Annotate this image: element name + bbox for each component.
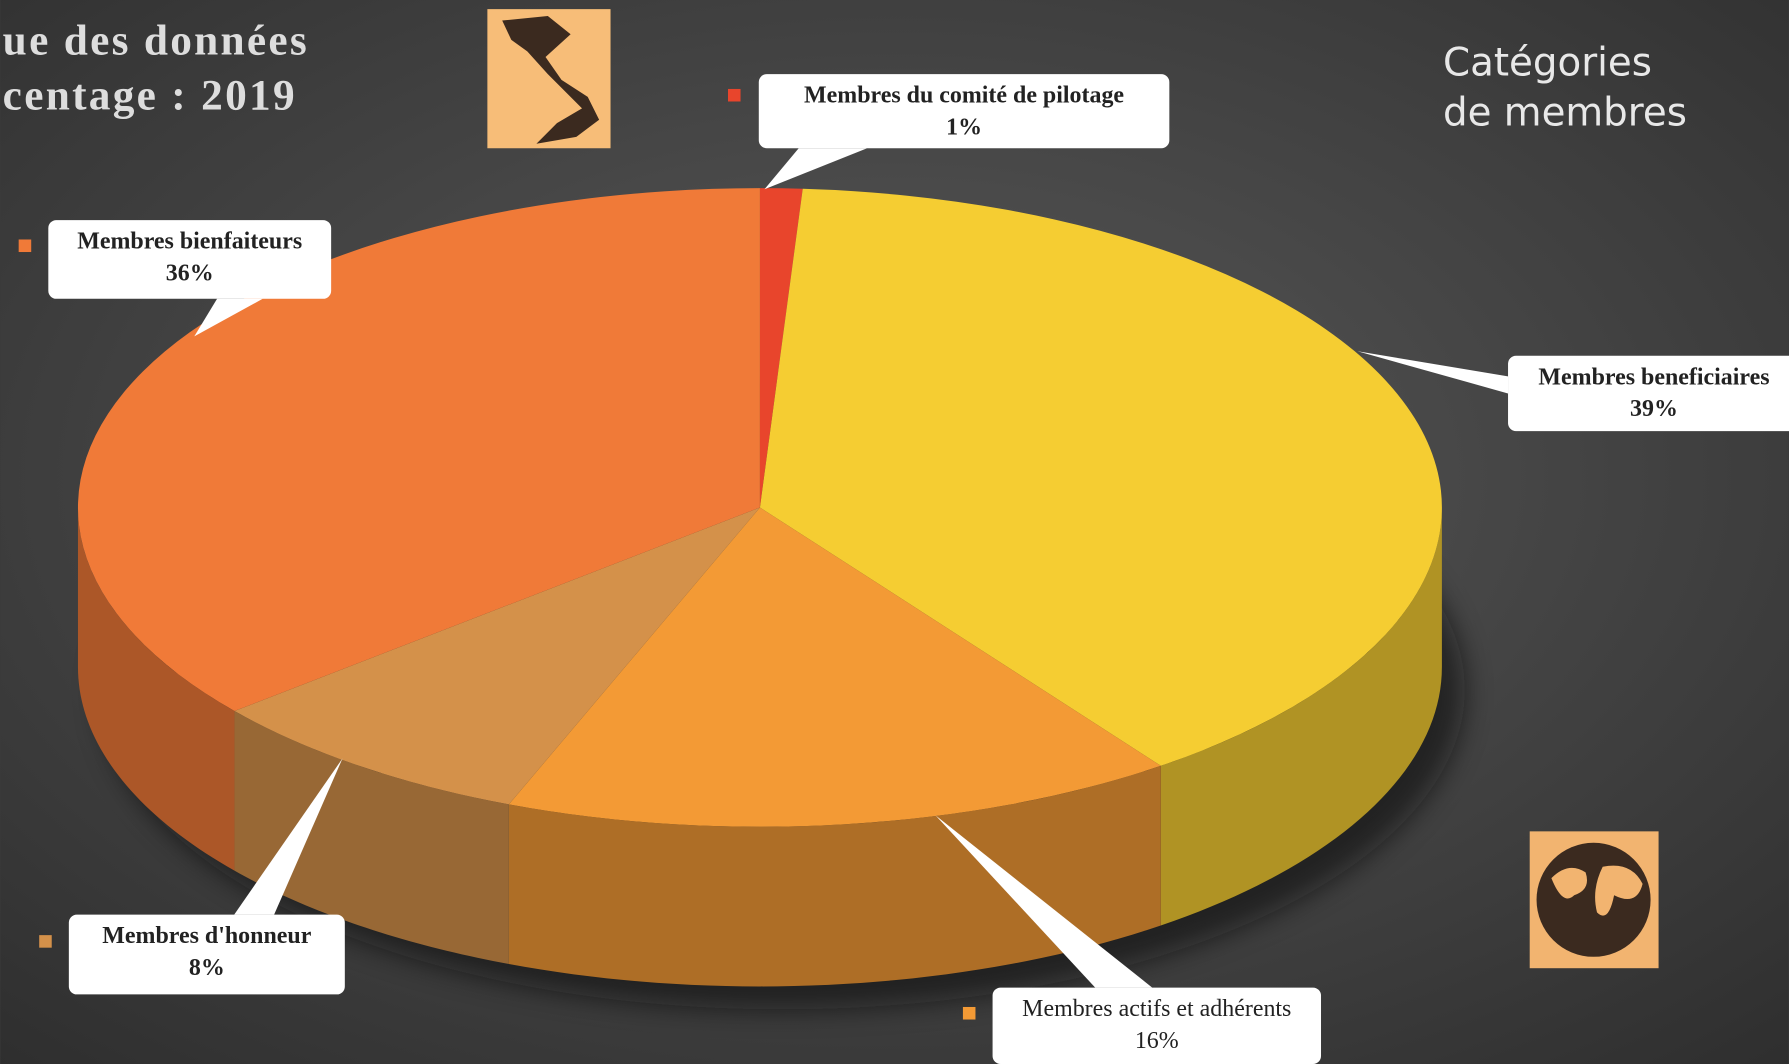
data-label-value: 1% xyxy=(946,115,982,141)
legend-marker xyxy=(39,935,52,948)
data-label-box xyxy=(992,987,1322,1064)
legend-title: de membres xyxy=(1443,90,1687,135)
data-label-box xyxy=(758,74,1170,149)
globe-icon xyxy=(1529,831,1659,969)
leader-line xyxy=(194,298,263,337)
chart-title: ue des données xyxy=(3,17,309,65)
pie-side xyxy=(1160,507,1442,926)
legend-title: Catégories xyxy=(1443,40,1652,85)
leader-line xyxy=(234,758,343,915)
leader-line xyxy=(1357,351,1509,394)
data-label-name: Membres actifs et adhérents xyxy=(1022,996,1291,1022)
pie-slice xyxy=(759,188,1442,766)
map-icon xyxy=(487,9,611,149)
legend-marker xyxy=(18,239,32,253)
data-label-value: 36% xyxy=(166,261,214,287)
data-label-value: 39% xyxy=(1630,396,1678,422)
data-label-box xyxy=(48,220,332,299)
pie-side xyxy=(77,507,235,871)
pie-slice xyxy=(508,507,1161,827)
data-label-value: 8% xyxy=(189,955,225,981)
data-label-name: Membres bienfaiteurs xyxy=(77,229,302,255)
pie-slice xyxy=(759,188,803,508)
data-label-name: Membres d'honneur xyxy=(102,923,311,949)
data-label-name: Membres du comité de pilotage xyxy=(804,83,1124,109)
data-label-value: 16% xyxy=(1135,1028,1179,1054)
data-label-name: Membres beneficiaires xyxy=(1538,364,1769,390)
legend-marker xyxy=(728,88,741,102)
pie-slice xyxy=(234,507,760,805)
data-label-box xyxy=(1508,355,1789,432)
data-label-box xyxy=(68,914,345,995)
pie-slice xyxy=(77,188,760,712)
pie-side xyxy=(508,765,1161,987)
chart-title: centage : 2019 xyxy=(3,71,297,119)
pie-side xyxy=(234,711,509,965)
legend-marker xyxy=(962,1006,976,1020)
